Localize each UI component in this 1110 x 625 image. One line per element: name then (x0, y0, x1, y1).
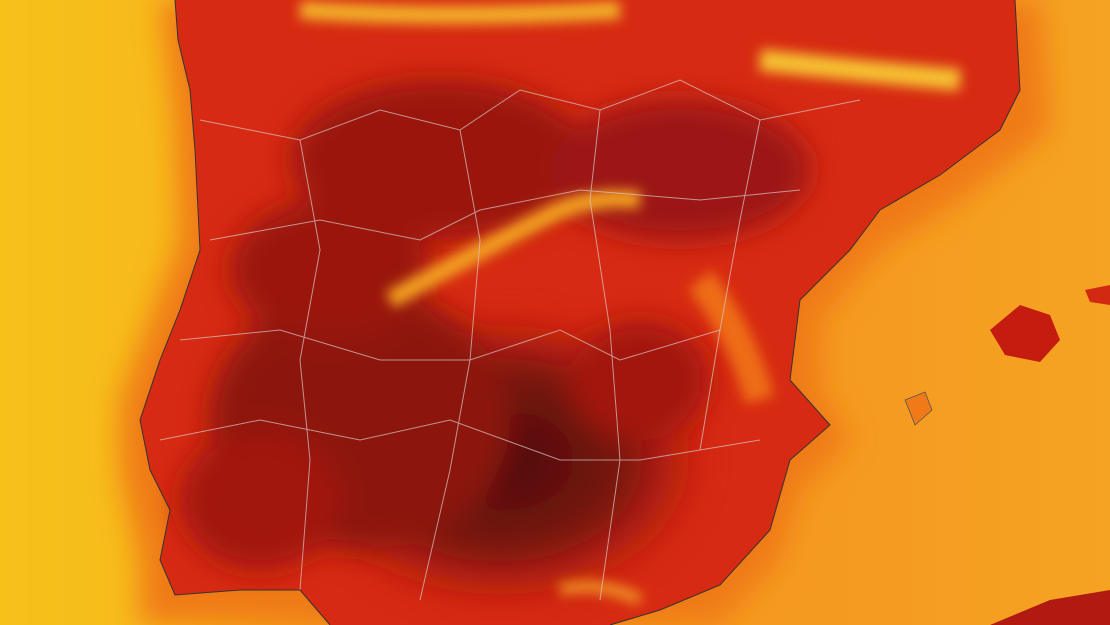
island (990, 305, 1060, 362)
border (419, 129, 481, 601)
border (209, 189, 801, 241)
heat-patches (180, 80, 810, 610)
heat-patch (180, 430, 340, 570)
cool-streaks (299, 1, 961, 606)
border (589, 109, 621, 601)
mountain-streak (688, 270, 775, 405)
borders (159, 79, 861, 601)
mountain-streak (758, 49, 961, 91)
coast-africa (990, 590, 1110, 625)
coastline (139, 0, 1021, 625)
mountain-streak (385, 189, 642, 308)
island (1085, 285, 1110, 305)
border (299, 139, 321, 591)
border (159, 419, 761, 461)
heat-patch (230, 200, 430, 340)
mountain-streak (299, 1, 621, 24)
mountain-streak (558, 580, 643, 606)
heat-patch (570, 320, 710, 440)
border (199, 79, 861, 141)
heat-patch (290, 80, 590, 240)
border (699, 119, 761, 451)
heat-patch (550, 100, 810, 240)
island (904, 391, 933, 426)
